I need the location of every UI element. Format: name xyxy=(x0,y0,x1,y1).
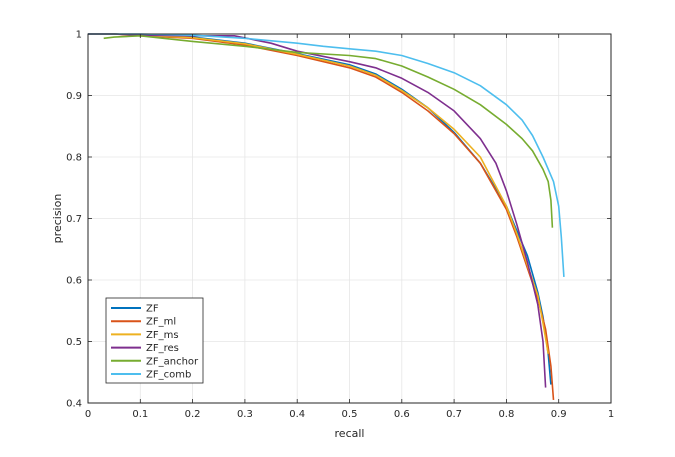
legend: ZF ZF_ml ZF_ms ZF_res ZF_anchor ZF_comb xyxy=(105,297,204,384)
y-tick-label: 0.4 xyxy=(66,399,82,410)
x-tick-label: 0.6 xyxy=(394,409,410,420)
x-tick-label: 0.5 xyxy=(342,409,358,420)
x-axis-label: recall xyxy=(335,427,365,440)
legend-label-zf-ml: ZF_ml xyxy=(146,317,176,328)
y-tick-label: 1 xyxy=(76,30,82,41)
y-tick-label: 0.7 xyxy=(66,214,82,225)
x-tick-label: 0.3 xyxy=(237,409,253,420)
x-tick-label: 0.9 xyxy=(551,409,567,420)
x-tick-label: 0 xyxy=(85,409,91,420)
legend-box xyxy=(105,297,204,384)
axis-ticks: 0 0.1 0.2 0.3 0.4 0.5 0.6 0.7 0.8 0.9 1 0.4 0.5 0.6 0.… xyxy=(66,30,614,421)
series-line-zf-comb xyxy=(88,33,565,277)
series-lines xyxy=(88,33,565,400)
x-tick-label: 0.2 xyxy=(185,409,201,420)
y-tick-label: 0.8 xyxy=(66,153,82,164)
y-tick-label: 0.9 xyxy=(66,91,82,102)
legend-label-zf-ms: ZF_ms xyxy=(146,330,179,341)
x-tick-label: 0.7 xyxy=(446,409,462,420)
x-tick-label: 1 xyxy=(608,409,614,420)
x-tick-label: 0.4 xyxy=(289,409,305,420)
y-tick-label: 0.5 xyxy=(66,337,82,348)
legend-label-zf-comb: ZF_comb xyxy=(146,370,191,381)
y-axis-label: precision xyxy=(51,194,64,244)
y-tick-label: 0.6 xyxy=(66,276,82,287)
legend-label-zf-anchor: ZF_anchor xyxy=(146,356,199,367)
x-tick-label: 0.8 xyxy=(498,409,514,420)
x-tick-label: 0.1 xyxy=(132,409,148,420)
legend-label-zf-res: ZF_res xyxy=(146,343,179,354)
series-line-zf-anchor xyxy=(103,34,554,228)
legend-label-zf: ZF xyxy=(146,304,159,315)
